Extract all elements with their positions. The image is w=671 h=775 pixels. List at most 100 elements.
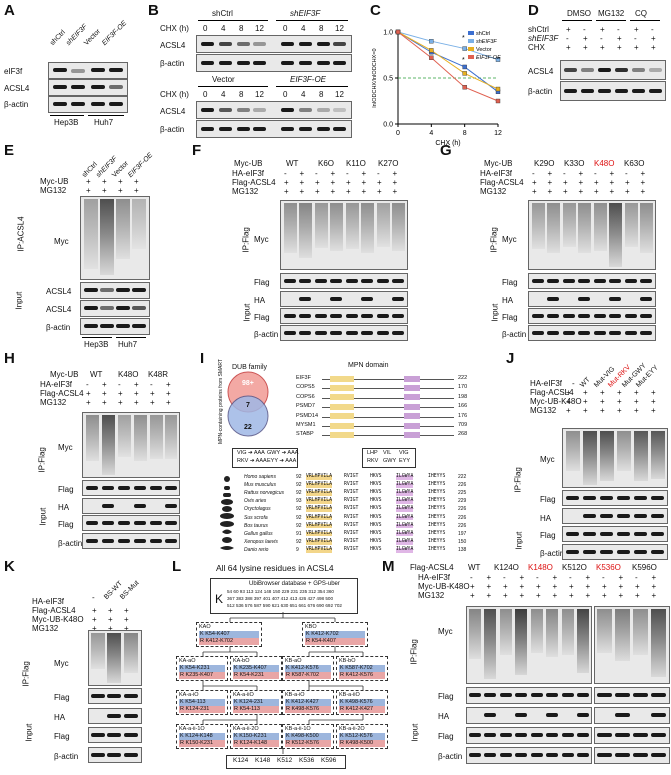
cond-sign: + xyxy=(585,591,591,600)
motif-label: VIG xyxy=(399,450,409,456)
sequence-segment: HKVS xyxy=(370,482,382,488)
row-label: Myc xyxy=(502,235,517,244)
cond-sign: + xyxy=(585,573,591,582)
cond-sign: + xyxy=(102,380,107,389)
species-name: Ovis aries xyxy=(244,498,267,505)
series-line xyxy=(397,31,499,90)
motif-highlight xyxy=(330,422,354,429)
cond-sign: + xyxy=(315,187,320,196)
series-line xyxy=(397,31,499,93)
cond-sign: + xyxy=(346,178,351,187)
cond-sign: + xyxy=(361,169,367,178)
motif-highlight xyxy=(330,375,354,382)
input-label: Input xyxy=(410,723,420,742)
western-blot xyxy=(88,727,142,743)
tree-node: KB-a-ii-2O K K512-K576 R K498-K500 xyxy=(336,724,388,749)
panel-letter: A xyxy=(4,2,15,19)
time-label: 8 xyxy=(319,24,324,33)
motif-highlight xyxy=(404,384,420,391)
node-r-range: R K498-K576 xyxy=(285,705,331,713)
cond-label: MG132 xyxy=(40,186,67,195)
cond-label: Myc-UB-K48O xyxy=(32,615,84,624)
time-label: 0 xyxy=(283,90,288,99)
cond-sign: + xyxy=(519,582,525,591)
row-label: β-actin xyxy=(438,752,463,761)
cond-sign: - xyxy=(651,25,654,34)
species-start: 92 xyxy=(296,506,302,513)
cond-sign: + xyxy=(486,573,492,582)
cond-sign: + xyxy=(134,389,139,398)
row-label: Myc xyxy=(254,235,269,244)
node-title: KA-aO xyxy=(179,658,196,664)
protein-end: 198 xyxy=(458,393,468,400)
input-label: Input xyxy=(490,303,500,322)
ub-variant-label: K27O xyxy=(378,159,399,168)
ub-variant-label: WT xyxy=(286,159,299,168)
time-label: 0 xyxy=(283,24,288,33)
legend-label: EIF3F-OE xyxy=(476,55,501,61)
data-point xyxy=(429,39,434,44)
node-k-range: K K150-K231 xyxy=(233,732,279,740)
cond-sign: + xyxy=(315,178,320,187)
node-title: KB-aO xyxy=(285,658,302,664)
time-label: 0 xyxy=(203,90,208,99)
cond-sign: + xyxy=(118,398,123,407)
cond-sign: - xyxy=(569,573,572,582)
residue-line: 512 536 576 587 590 621 630 651 661 676 … xyxy=(227,603,342,608)
sequence-segment: RVIGT xyxy=(344,530,359,536)
time-label: 4 xyxy=(221,24,226,33)
cond-sign: + xyxy=(102,389,107,398)
node-k-range: K K124-K148 xyxy=(179,732,225,740)
node-title: KBO xyxy=(305,624,317,630)
sequence-segment: IHEYYS xyxy=(428,490,446,496)
tree-node: KB-bO K K587-K702 R K412-K576 xyxy=(336,656,388,681)
variant-label: K148O xyxy=(528,563,553,572)
cond-sign: + xyxy=(602,591,607,600)
row-label: Flag xyxy=(54,693,70,702)
cond-sign: + xyxy=(563,187,568,196)
tree-node: KB-a-ii-1O K K498-K500 R K512-K576 xyxy=(282,724,334,749)
cond-sign: - xyxy=(150,380,153,389)
data-point xyxy=(495,98,501,104)
variant-label: K512O xyxy=(562,563,587,572)
western-blot xyxy=(560,81,666,101)
cond-sign: + xyxy=(299,169,305,178)
data-point xyxy=(462,46,467,51)
row-label: β-actin xyxy=(160,59,185,68)
western-blot xyxy=(562,428,668,488)
cond-sign: + xyxy=(640,178,646,187)
sequence-segment: VRLHPVILA xyxy=(306,474,332,480)
cond-sign: - xyxy=(470,573,473,582)
sequence-segment: VRLHPVILA xyxy=(306,522,332,529)
species-start: 92 xyxy=(296,514,302,521)
cond-sign: - xyxy=(602,573,605,582)
motif-label: GWY xyxy=(383,458,397,464)
western-blot xyxy=(528,200,656,270)
species-end: 150 xyxy=(458,538,467,545)
western-blot xyxy=(82,515,180,531)
sequence-segment: HKVS xyxy=(370,506,382,512)
western-blot xyxy=(280,273,408,289)
cond-sign: - xyxy=(617,25,620,34)
domain-line xyxy=(322,426,454,427)
node-r-range: R K412-K427 xyxy=(339,705,385,713)
cond-sign: + xyxy=(547,178,553,187)
domain-line xyxy=(322,397,454,399)
time-label: 4 xyxy=(301,90,306,99)
row-label: Flag xyxy=(254,313,270,322)
cond-sign: - xyxy=(86,380,89,389)
row-label: β-actin xyxy=(4,100,29,109)
tree-node: KA-a-iO K K54-113 R K124-231 xyxy=(176,690,228,715)
group-label: Vector xyxy=(212,75,235,84)
sequence-segment: IHEYYS xyxy=(428,514,446,520)
node-title: KA-a-ii-1O xyxy=(179,726,205,732)
cond-sign: + xyxy=(503,582,508,591)
data-point xyxy=(429,55,434,60)
y-tick-label: 1.0 xyxy=(383,30,393,37)
node-title: KA-a-iiO xyxy=(233,692,254,698)
cond-sign: - xyxy=(563,169,566,178)
node-r-range: R K587-K702 xyxy=(285,671,331,679)
sequence-segment: VRLHPVILA xyxy=(306,538,332,545)
cond-sign: + xyxy=(547,169,553,178)
western-blot xyxy=(82,533,180,549)
